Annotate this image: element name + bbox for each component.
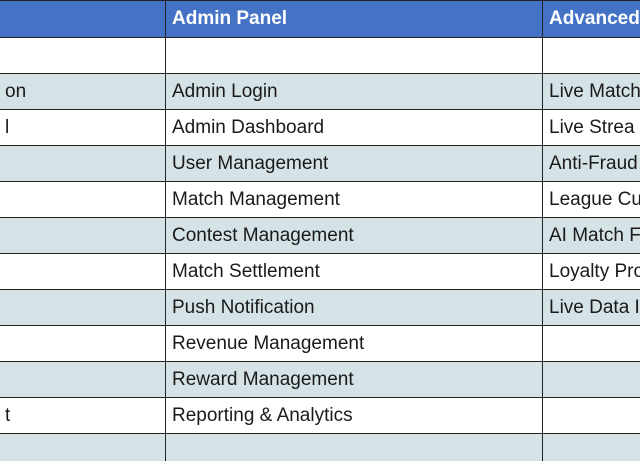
table-cell[interactable]: Live Match (542, 73, 640, 110)
table-row: Match Management League Cu (0, 181, 640, 218)
header-cell-col1[interactable] (0, 0, 166, 38)
table-cell[interactable] (542, 433, 640, 461)
table-cell[interactable]: Reporting & Analytics (165, 397, 543, 434)
table-row: Reward Management (0, 361, 640, 398)
table-cell[interactable] (0, 289, 166, 326)
table-cell[interactable]: League Cu (542, 181, 640, 218)
table-cell[interactable]: AI Match F (542, 217, 640, 254)
table-cell[interactable]: Reward Management (165, 361, 543, 398)
table-cell[interactable]: Revenue Management (165, 325, 543, 362)
table-row (0, 37, 640, 74)
table-cell[interactable] (542, 325, 640, 362)
table-cell[interactable] (0, 145, 166, 182)
table-cell[interactable] (0, 433, 166, 461)
table-cell[interactable]: Loyalty Pro (542, 253, 640, 290)
table-row: Contest Management AI Match F (0, 217, 640, 254)
table-cell[interactable] (165, 37, 543, 74)
table-row: Revenue Management (0, 325, 640, 362)
table-cell[interactable] (0, 217, 166, 254)
table-cell[interactable] (542, 361, 640, 398)
header-row: Admin Panel Advanced (0, 0, 640, 38)
table-cell[interactable]: Live Strea (542, 109, 640, 146)
table-row: on Admin Login Live Match (0, 73, 640, 110)
table-cell[interactable]: Live Data I (542, 289, 640, 326)
table-cell[interactable]: Contest Management (165, 217, 543, 254)
table-cell[interactable]: t (0, 397, 166, 434)
table-cell[interactable]: Match Management (165, 181, 543, 218)
table-cell[interactable] (0, 181, 166, 218)
table-cell[interactable]: Anti-Fraud (542, 145, 640, 182)
table-cell[interactable] (0, 253, 166, 290)
table-cell[interactable] (0, 325, 166, 362)
table-row (0, 433, 640, 461)
table-cell[interactable]: l (0, 109, 166, 146)
table-cell[interactable] (542, 397, 640, 434)
table-row: Match Settlement Loyalty Pro (0, 253, 640, 290)
table-row: t Reporting & Analytics (0, 397, 640, 434)
table-cell[interactable]: User Management (165, 145, 543, 182)
table-cell[interactable] (542, 37, 640, 74)
table-cell[interactable]: Match Settlement (165, 253, 543, 290)
table-cell[interactable] (165, 433, 543, 461)
table-row: Push Notification Live Data I (0, 289, 640, 326)
table-cell[interactable] (0, 37, 166, 74)
table-cell[interactable]: Admin Login (165, 73, 543, 110)
table-cell[interactable]: Push Notification (165, 289, 543, 326)
table-cell[interactable] (0, 361, 166, 398)
table-cell[interactable]: on (0, 73, 166, 110)
table-row: User Management Anti-Fraud (0, 145, 640, 182)
table-row: l Admin Dashboard Live Strea (0, 109, 640, 146)
header-cell-advanced[interactable]: Advanced (542, 0, 640, 38)
table-cell[interactable]: Admin Dashboard (165, 109, 543, 146)
header-cell-admin-panel[interactable]: Admin Panel (165, 0, 543, 38)
